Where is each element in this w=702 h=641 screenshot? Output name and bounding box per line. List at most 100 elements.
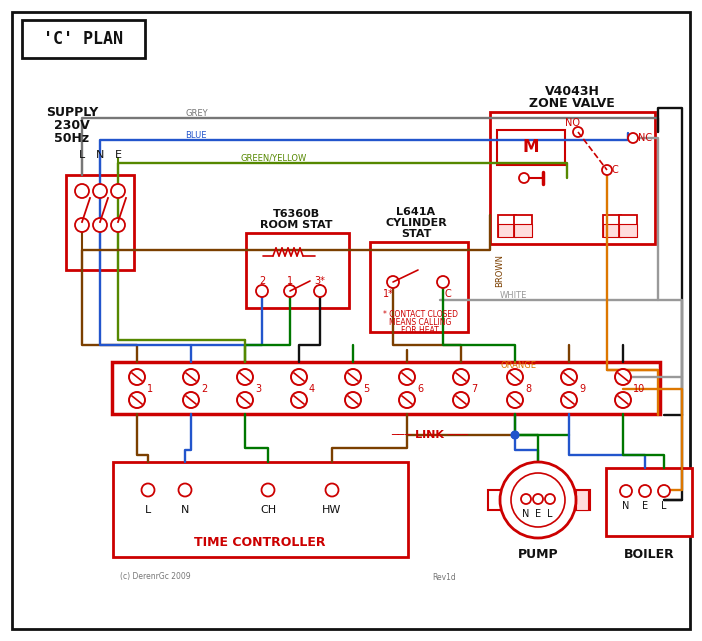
Text: (c) DerenrGc 2009: (c) DerenrGc 2009 [120,572,191,581]
Circle shape [256,285,268,297]
Bar [603,224,621,237]
Text: 1*: 1* [383,289,393,299]
Text: 5: 5 [363,384,369,394]
Text: 'C' PLAN: 'C' PLAN [43,30,123,48]
Circle shape [512,431,519,438]
Text: 230V: 230V [54,119,90,131]
Text: N: N [181,505,189,515]
Circle shape [639,485,651,497]
Text: WHITE: WHITE [500,290,527,299]
Circle shape [573,127,583,137]
Bar [603,215,621,237]
Text: TIME CONTROLLER: TIME CONTROLLER [194,537,326,549]
Circle shape [129,392,145,408]
Circle shape [111,218,125,232]
Circle shape [507,392,523,408]
Text: Rev1d: Rev1d [432,572,456,581]
Text: M: M [523,138,539,156]
Circle shape [183,392,199,408]
Text: CYLINDER: CYLINDER [385,218,447,228]
Text: NO: NO [564,118,579,128]
Text: E: E [114,150,121,160]
Text: V4043H: V4043H [545,85,600,97]
Bar [514,215,532,237]
Circle shape [602,165,612,175]
Bar [246,233,349,308]
Bar [498,215,516,237]
Circle shape [561,369,577,385]
Text: 7: 7 [471,384,477,394]
Text: 1: 1 [147,384,153,394]
Text: PUMP: PUMP [517,547,558,560]
Circle shape [75,218,89,232]
Text: FOR HEAT: FOR HEAT [401,326,439,335]
Circle shape [75,184,89,198]
Bar [370,242,468,332]
Circle shape [262,483,274,497]
Circle shape [615,392,631,408]
Circle shape [111,184,125,198]
Circle shape [178,483,192,497]
Circle shape [519,173,529,183]
Text: BOILER: BOILER [623,547,675,560]
Text: L641A: L641A [397,207,435,217]
Circle shape [291,392,307,408]
Circle shape [387,276,399,288]
Circle shape [291,369,307,385]
Text: L: L [661,501,667,511]
Text: 2: 2 [259,276,265,286]
Circle shape [237,392,253,408]
Circle shape [345,392,361,408]
Text: HW: HW [322,505,342,515]
Bar [498,224,516,237]
Text: 6: 6 [417,384,423,394]
Circle shape [453,392,469,408]
Circle shape [453,369,469,385]
Text: N: N [522,509,530,519]
Text: T6360B: T6360B [272,209,319,219]
Circle shape [511,473,565,527]
Circle shape [284,285,296,297]
Circle shape [326,483,338,497]
Text: 2: 2 [201,384,207,394]
Bar [112,362,660,414]
Text: 4: 4 [309,384,315,394]
Text: 9: 9 [579,384,585,394]
Text: BROWN: BROWN [495,253,504,287]
Circle shape [93,184,107,198]
Text: ZONE VALVE: ZONE VALVE [529,97,615,110]
Text: E: E [535,509,541,519]
Text: SUPPLY: SUPPLY [46,106,98,119]
Circle shape [521,494,531,504]
Circle shape [345,369,361,385]
Circle shape [129,369,145,385]
Circle shape [314,285,326,297]
Bar [497,130,565,165]
Text: GREY: GREY [185,108,208,117]
Bar [113,462,408,557]
Bar [502,490,514,510]
Bar [490,112,655,244]
Circle shape [237,369,253,385]
Circle shape [545,494,555,504]
Circle shape [399,392,415,408]
Text: 8: 8 [525,384,531,394]
Circle shape [399,369,415,385]
Text: C: C [612,165,618,175]
Circle shape [437,276,449,288]
Circle shape [561,392,577,408]
Text: L: L [145,505,151,515]
Circle shape [93,218,107,232]
Circle shape [628,133,638,143]
Bar [514,224,532,237]
Bar [488,490,502,510]
Text: C: C [444,289,451,299]
Bar [66,175,134,270]
Text: ─── LINK ───: ─── LINK ─── [392,430,468,440]
Text: N: N [622,501,630,511]
Circle shape [142,483,154,497]
Text: E: E [642,501,648,511]
Text: 3*: 3* [314,276,326,286]
Text: L: L [79,150,85,160]
Bar [606,468,692,536]
